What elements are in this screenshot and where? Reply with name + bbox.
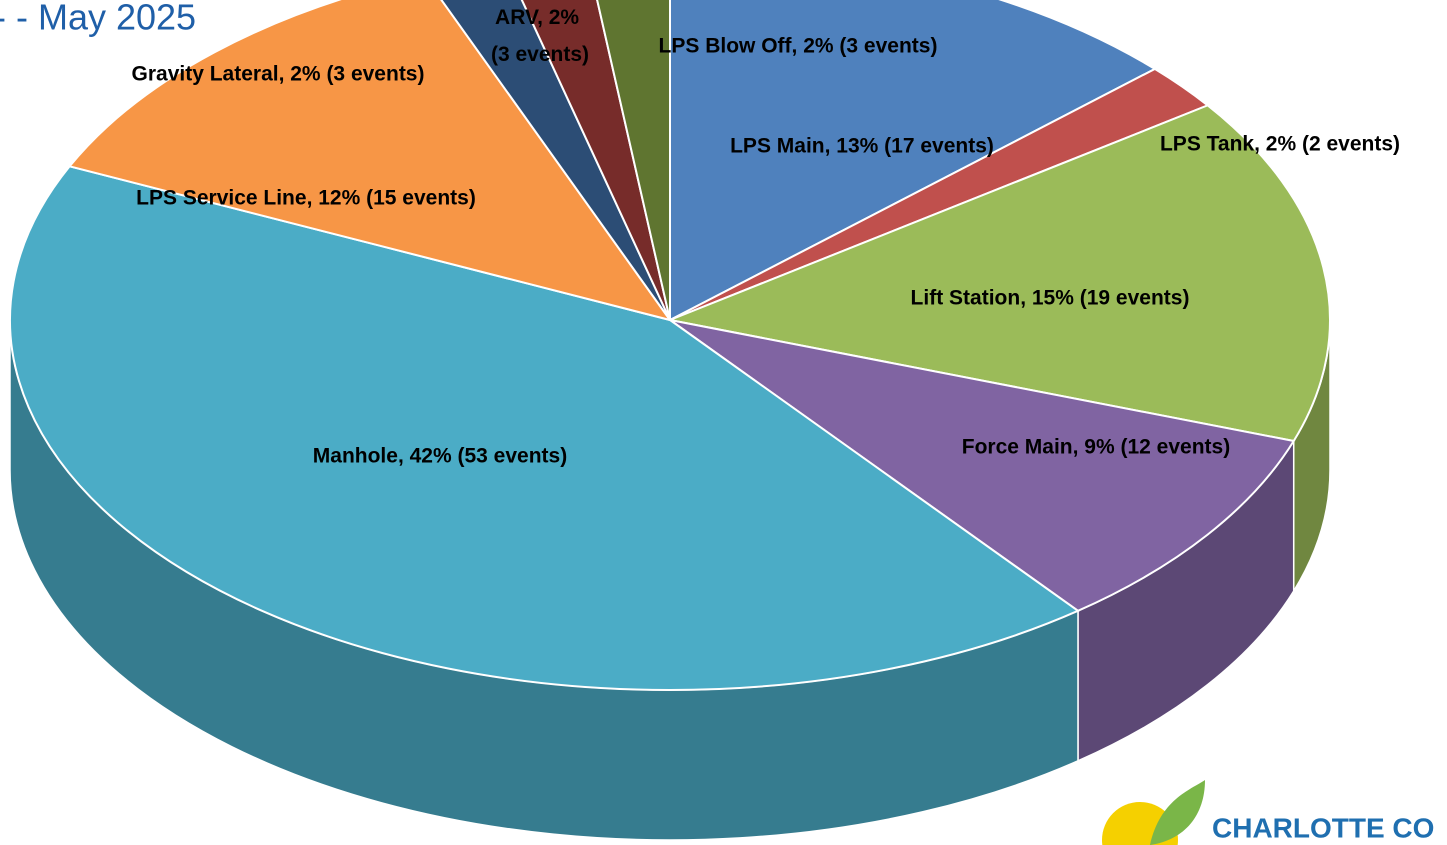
slice	[669, 0, 1157, 322]
slice	[67, 0, 673, 322]
data-label: Lift Station, 15% (19 events)	[911, 287, 1190, 310]
data-label-line: ARV, 2%	[495, 6, 585, 29]
data-label: Force Main, 9% (12 events)	[962, 436, 1230, 459]
data-label: LPS Tank, 2% (2 events)	[1160, 133, 1400, 156]
slice	[520, 0, 671, 321]
data-label: Manhole, 42% (53 events)	[313, 445, 567, 468]
slice-tops	[9, 0, 1331, 691]
data-label: Gravity Lateral, 2% (3 events)	[132, 63, 425, 86]
slice	[596, 0, 671, 321]
data-label: ARV, 2% (3 events)	[491, 6, 589, 66]
data-label-line: (3 events)	[491, 43, 589, 66]
logo-leaf	[1150, 780, 1205, 845]
slice	[9, 165, 1080, 691]
slice	[666, 104, 1331, 443]
data-label: LPS Service Line, 12% (15 events)	[136, 187, 476, 210]
logo-text: CHARLOTTE CO	[1212, 812, 1434, 843]
data-label: LPS Main, 13% (17 events)	[730, 135, 994, 158]
slice	[669, 319, 1296, 612]
chart-title: - - May 2025	[0, 0, 196, 38]
slice	[440, 0, 671, 321]
data-label: LPS Blow Off, 2% (3 events)	[659, 35, 938, 58]
logo: CHARLOTTE CO	[1102, 780, 1434, 845]
